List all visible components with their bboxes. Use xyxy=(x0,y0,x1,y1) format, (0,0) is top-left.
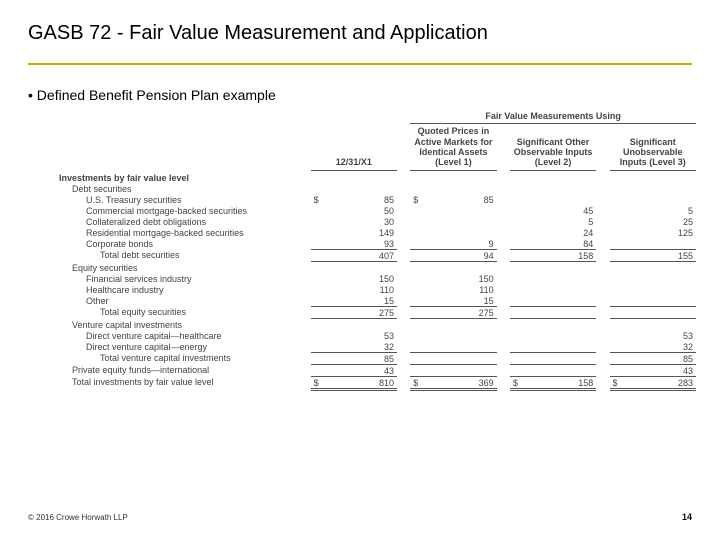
subtotal-label: Total equity securities xyxy=(56,307,311,319)
page-title: GASB 72 - Fair Value Measurement and App… xyxy=(28,22,692,45)
page-number: 14 xyxy=(682,512,692,522)
subtotal-row: Total venture capital investments8585 xyxy=(56,353,696,365)
table-row: Other1515 xyxy=(56,295,696,307)
table-row: Corporate bonds93984 xyxy=(56,238,696,250)
table-row: Collateralized debt obligations30525 xyxy=(56,216,696,227)
group-label: Equity securities xyxy=(56,262,696,274)
subtotal-label: Total venture capital investments xyxy=(56,353,311,365)
row-label: Residential mortgage-backed securities xyxy=(56,227,311,238)
table-row: Direct venture capital—healthcare5353 xyxy=(56,330,696,341)
slide: GASB 72 - Fair Value Measurement and App… xyxy=(0,0,720,540)
row-label: Other xyxy=(56,295,311,307)
group-label: Debt securities xyxy=(56,183,696,194)
group-label: Venture capital investments xyxy=(56,319,696,331)
row-label: Commercial mortgage-backed securities xyxy=(56,205,311,216)
row-label: Direct venture capital—healthcare xyxy=(56,330,311,341)
table-row: Financial services industry150150 xyxy=(56,273,696,284)
table-row: Commercial mortgage-backed securities504… xyxy=(56,205,696,216)
grand-total-row: Total investments by fair value level$81… xyxy=(56,377,696,390)
copyright-footer: © 2016 Crowe Horwath LLP xyxy=(28,513,128,522)
divider xyxy=(28,63,692,65)
row-label: Direct venture capital—energy xyxy=(56,341,311,353)
grand-total-label: Total investments by fair value level xyxy=(56,377,311,390)
fair-value-table: Fair Value Measurements Using 12/31/X1 Q… xyxy=(56,109,696,391)
fair-value-table-wrap: Fair Value Measurements Using 12/31/X1 Q… xyxy=(56,109,696,391)
row-label: Healthcare industry xyxy=(56,284,311,295)
table-row: Private equity funds—international4343 xyxy=(56,365,696,377)
col-header-1: Quoted Prices in Active Markets for Iden… xyxy=(410,124,496,170)
row-label: Financial services industry xyxy=(56,273,311,284)
row-label: U.S. Treasury securities xyxy=(56,194,311,205)
table-row: Healthcare industry110110 xyxy=(56,284,696,295)
table-row: Direct venture capital—energy3232 xyxy=(56,341,696,353)
row-label: Private equity funds—international xyxy=(56,365,311,377)
col-header-2: Significant Other Observable Inputs (Lev… xyxy=(510,124,596,170)
subtotal-row: Total equity securities275275 xyxy=(56,307,696,319)
table-row: Residential mortgage-backed securities14… xyxy=(56,227,696,238)
subtotal-label: Total debt securities xyxy=(56,250,311,262)
bullet-line: Defined Benefit Pension Plan example xyxy=(28,87,692,103)
col-header-3: Significant Unobservable Inputs (Level 3… xyxy=(610,124,696,170)
row-label: Corporate bonds xyxy=(56,238,311,250)
superheader: Fair Value Measurements Using xyxy=(410,109,696,124)
table-body: Investments by fair value levelDebt secu… xyxy=(56,170,696,390)
section-header: Investments by fair value level xyxy=(56,170,696,183)
table-head: Fair Value Measurements Using 12/31/X1 Q… xyxy=(56,109,696,170)
subtotal-row: Total debt securities40794158155 xyxy=(56,250,696,262)
col-header-0: 12/31/X1 xyxy=(311,124,397,170)
table-row: U.S. Treasury securities$85$85 xyxy=(56,194,696,205)
row-label: Collateralized debt obligations xyxy=(56,216,311,227)
